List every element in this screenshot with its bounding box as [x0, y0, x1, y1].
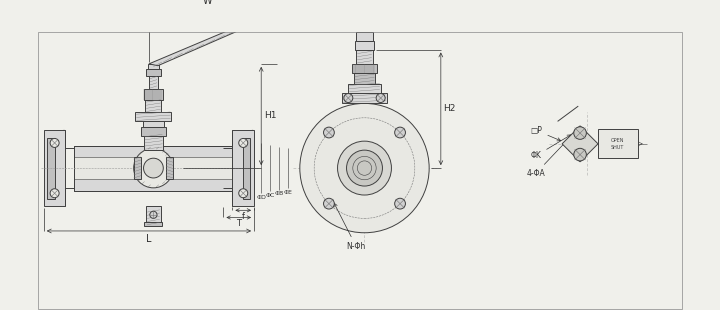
Bar: [233, 131, 254, 206]
Text: ΦK: ΦK: [531, 135, 571, 160]
Circle shape: [395, 127, 405, 138]
Bar: [141, 127, 166, 136]
Bar: [146, 206, 161, 222]
Circle shape: [395, 198, 405, 209]
Circle shape: [338, 141, 392, 195]
Polygon shape: [562, 126, 598, 162]
Bar: [359, 6, 370, 11]
Circle shape: [376, 94, 385, 103]
Circle shape: [50, 139, 59, 148]
Bar: [355, 41, 374, 50]
Bar: [44, 131, 66, 206]
Text: f: f: [242, 212, 245, 221]
Bar: [148, 64, 159, 69]
Bar: [145, 222, 163, 226]
Text: OPEN
SHUT: OPEN SHUT: [611, 138, 624, 150]
Bar: [135, 113, 171, 122]
Text: ΦB: ΦB: [274, 192, 284, 197]
Bar: [143, 89, 163, 100]
Text: ΦC: ΦC: [266, 193, 275, 198]
Bar: [356, 50, 372, 64]
Bar: [74, 157, 233, 179]
Circle shape: [574, 148, 586, 161]
Bar: [357, 11, 372, 18]
Bar: [143, 122, 164, 127]
Bar: [356, 32, 372, 41]
Circle shape: [50, 189, 59, 198]
Bar: [149, 77, 158, 89]
Text: H2: H2: [444, 104, 456, 113]
Text: L: L: [146, 234, 152, 244]
Bar: [354, 73, 375, 84]
Bar: [146, 69, 161, 77]
Circle shape: [239, 189, 248, 198]
Bar: [243, 138, 251, 199]
Bar: [342, 93, 387, 104]
Text: ΦD: ΦD: [256, 195, 266, 200]
Circle shape: [344, 94, 353, 103]
Circle shape: [346, 150, 382, 186]
Text: W: W: [203, 0, 212, 7]
Bar: [48, 138, 55, 199]
Bar: [143, 136, 163, 150]
Text: N-Φh: N-Φh: [334, 203, 366, 251]
Bar: [74, 146, 233, 191]
Bar: [348, 84, 381, 93]
Polygon shape: [149, 18, 261, 66]
Text: □P: □P: [531, 126, 561, 141]
Text: 4-ΦA: 4-ΦA: [526, 129, 577, 178]
Circle shape: [300, 104, 429, 233]
Circle shape: [239, 139, 248, 148]
Circle shape: [574, 127, 586, 139]
Circle shape: [134, 148, 174, 188]
Bar: [598, 130, 639, 158]
Text: ΦE: ΦE: [284, 190, 292, 195]
Bar: [352, 64, 377, 73]
Text: T: T: [236, 219, 241, 228]
Bar: [166, 157, 174, 179]
Bar: [145, 100, 161, 113]
Text: H1: H1: [264, 112, 276, 121]
Circle shape: [323, 198, 334, 209]
Bar: [134, 157, 141, 179]
Bar: [359, 18, 370, 32]
Circle shape: [150, 211, 157, 218]
Circle shape: [323, 127, 334, 138]
Circle shape: [143, 158, 163, 178]
